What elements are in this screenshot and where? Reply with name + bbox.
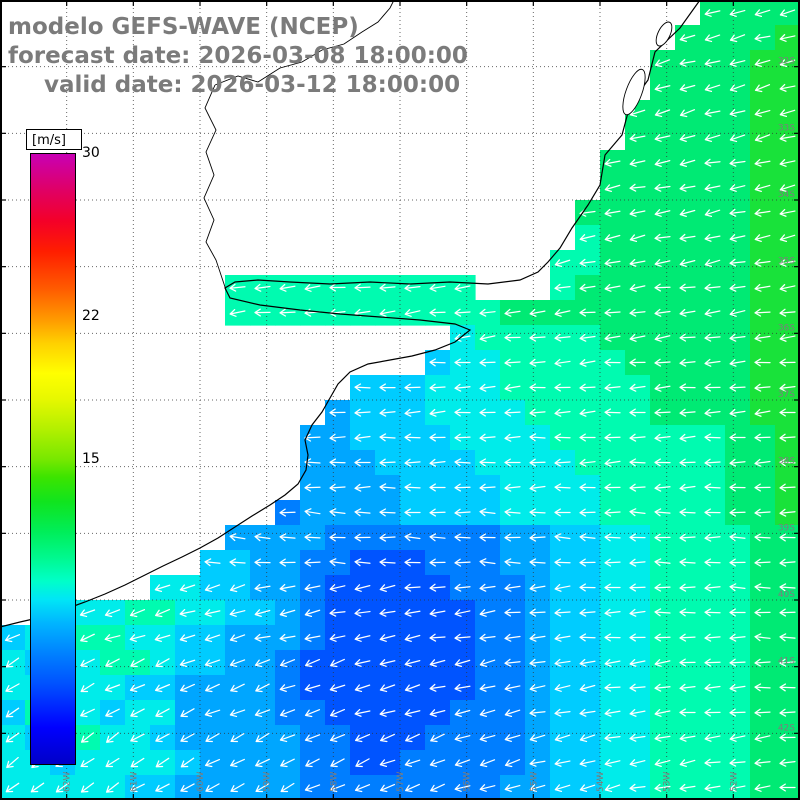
- lon-tick-label: 59W: [263, 772, 273, 792]
- lat-tick-label: 32S: [778, 57, 795, 67]
- lon-tick-label: 62W: [63, 772, 73, 792]
- model-title: modelo GEFS-WAVE (NCEP): [8, 14, 359, 40]
- lat-tick-label: 37S: [778, 390, 795, 400]
- lat-tick-label: 34S: [778, 190, 795, 200]
- lon-tick-label: 61W: [129, 772, 139, 792]
- lon-tick-label: 53W: [663, 772, 673, 792]
- lon-tick-label: 52W: [729, 772, 739, 792]
- wind-arrows: [4, 9, 796, 793]
- coastline: [0, 0, 701, 628]
- country-border: [214, 0, 395, 86]
- lagoon-outline: [622, 68, 646, 116]
- lon-tick-label: 60W: [196, 772, 206, 792]
- country-border: [203, 84, 227, 291]
- colorbar-unit-label: [m/s]: [26, 129, 82, 150]
- lagoon-outline: [655, 21, 673, 47]
- axis-labels: 32S 33S 34S 35S 36S 37S 38S 39S 40S 41S 42S 62W 61W 6…: [63, 57, 796, 792]
- lon-tick-label: 55W: [529, 772, 539, 792]
- lat-tick-label: 42S: [778, 723, 795, 733]
- lat-tick-label: 36S: [778, 323, 795, 333]
- lat-tick-label: 41S: [778, 657, 795, 667]
- lat-tick-label: 33S: [778, 123, 795, 133]
- lon-tick-label: 56W: [463, 772, 473, 792]
- lat-tick-label: 38S: [778, 457, 795, 467]
- lat-tick-label: 40S: [778, 590, 795, 600]
- lon-tick-label: 57W: [396, 772, 406, 792]
- lon-tick-label: 54W: [596, 772, 606, 792]
- lon-tick-label: 58W: [329, 772, 339, 792]
- valid-date-label: valid date: 2026-03-12 18:00:00: [44, 72, 461, 98]
- forecast-date-label: forecast date: 2026-03-08 18:00:00: [8, 43, 468, 69]
- lat-tick-label: 35S: [778, 257, 795, 267]
- colorbar-gradient: [30, 153, 76, 765]
- lat-tick-label: 39S: [778, 523, 795, 533]
